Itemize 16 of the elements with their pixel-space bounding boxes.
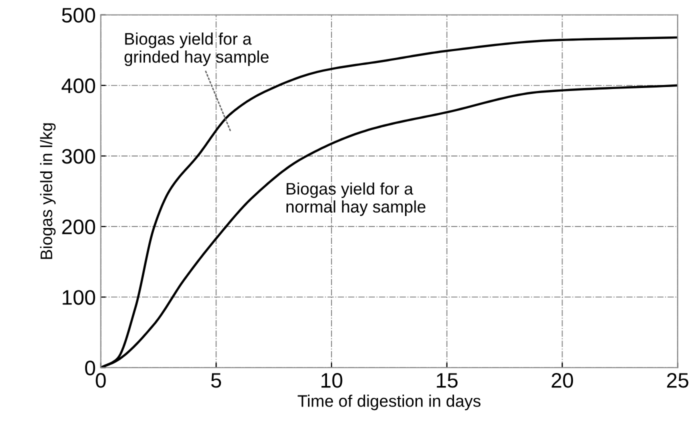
- y-tick-label: 400: [62, 78, 96, 94]
- x-tick-label: 15: [436, 373, 458, 388]
- y-tick-label: 0: [85, 360, 96, 376]
- x-tick-label: 5: [211, 373, 222, 388]
- x-tick-label: 10: [322, 373, 342, 388]
- x-tick-label: 0: [96, 373, 106, 388]
- annotation: Biogas yield for a normal hay sample: [286, 182, 426, 216]
- y-tick-label: 300: [62, 148, 96, 164]
- x-tick-label: 20: [552, 373, 574, 388]
- y-axis-title: Biogas yield in l/kg: [40, 123, 56, 259]
- x-tick-label: 25: [667, 373, 688, 388]
- x-axis-title: Time of digestion in days: [298, 394, 480, 410]
- y-tick-label: 200: [62, 220, 96, 234]
- y-tick-label: 500: [62, 8, 96, 23]
- y-tick-label: 100: [62, 290, 96, 305]
- annotation: Biogas yield for a grinded hay sample: [124, 32, 269, 66]
